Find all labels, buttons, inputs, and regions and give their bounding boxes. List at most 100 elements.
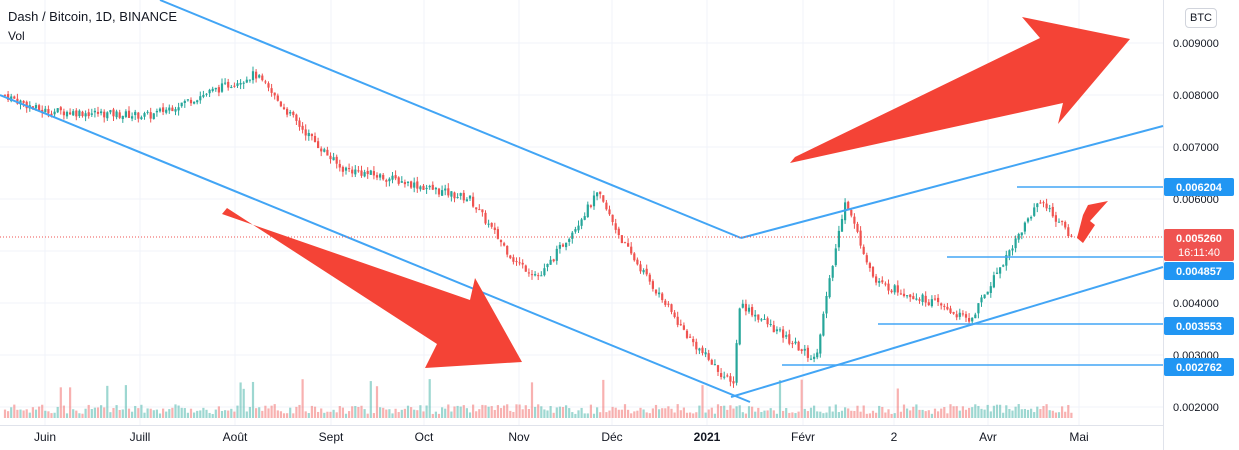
- candle-body: [84, 113, 87, 117]
- volume-bar: [152, 410, 155, 418]
- volume-bar: [999, 404, 1002, 418]
- candle-body: [673, 312, 676, 317]
- candle-body: [131, 116, 134, 119]
- volume-bar: [230, 408, 233, 418]
- candle-body: [174, 109, 177, 112]
- candle-body: [357, 170, 360, 172]
- candle-body: [642, 270, 645, 273]
- candle-body: [447, 188, 450, 196]
- volume-bar: [301, 379, 304, 418]
- candle-body: [1005, 254, 1008, 266]
- candle-body: [493, 227, 496, 230]
- volume-bar: [69, 387, 72, 418]
- candle-body: [239, 82, 242, 85]
- time-tick-label: Mai: [1069, 430, 1088, 444]
- volume-bar: [109, 412, 112, 418]
- candle-body: [183, 100, 186, 103]
- time-tick-label: Avr: [979, 430, 997, 444]
- volume-bar: [134, 405, 137, 418]
- candle-body: [490, 222, 493, 227]
- candle-body: [778, 329, 782, 331]
- candle-body: [425, 187, 428, 190]
- candle-body: [521, 262, 524, 265]
- volume-bar: [1070, 412, 1073, 418]
- candle-body: [527, 272, 530, 274]
- candle-body: [478, 209, 481, 211]
- volume-bar: [521, 409, 524, 418]
- candle-body: [196, 100, 199, 103]
- volume-bar: [627, 409, 630, 418]
- volume-bar: [813, 405, 816, 418]
- volume-bar: [955, 406, 958, 418]
- annotation-arrows: [222, 17, 1130, 368]
- volume-bar: [893, 413, 896, 418]
- volume-bar: [503, 405, 506, 418]
- candle-body: [720, 373, 723, 378]
- volume-bar: [320, 408, 323, 418]
- candle-body: [961, 313, 964, 315]
- volume-bar: [524, 405, 527, 418]
- candle-body: [320, 148, 323, 152]
- currency-button[interactable]: BTC: [1185, 8, 1217, 28]
- candle-body: [701, 347, 704, 354]
- volume-bar: [605, 412, 608, 418]
- volume-bar: [394, 408, 397, 418]
- level-label-box: [1164, 317, 1234, 335]
- volume-bar: [180, 407, 183, 418]
- volume-bar: [763, 410, 766, 418]
- volume-bar: [146, 408, 149, 418]
- candle-body: [785, 335, 788, 337]
- candle-body: [103, 111, 106, 118]
- volume-bar: [220, 410, 224, 418]
- volume-bar: [208, 412, 211, 418]
- candle-body: [747, 307, 751, 312]
- volume-bar: [289, 407, 292, 418]
- volume-label: Vol: [8, 29, 25, 43]
- candle-body: [735, 343, 738, 383]
- candle-body: [565, 242, 568, 248]
- candle-body: [552, 259, 555, 262]
- volume-bar: [1045, 404, 1048, 418]
- candle-body: [1017, 234, 1020, 240]
- volume-bar: [878, 405, 881, 418]
- volume-bar: [592, 413, 596, 418]
- volume-bar: [1002, 412, 1005, 418]
- candle-body: [453, 192, 456, 199]
- candle-body: [186, 99, 189, 101]
- candle-body: [893, 285, 896, 293]
- volume-bar: [747, 406, 751, 418]
- volume-bar: [388, 409, 391, 418]
- volume-bar: [28, 412, 31, 418]
- volume-bar: [961, 406, 964, 418]
- level-label-box: [1164, 178, 1234, 196]
- candle-body: [509, 255, 512, 259]
- volume-bar: [940, 408, 943, 418]
- volume-bar: [809, 407, 813, 418]
- volume-bar: [896, 388, 899, 418]
- volume-bar: [769, 408, 772, 418]
- candle-body: [806, 347, 809, 358]
- candle-body: [236, 83, 239, 86]
- volume-bar: [871, 410, 875, 418]
- candle-body: [782, 329, 785, 338]
- volume-bar: [561, 407, 565, 418]
- volume-bar: [450, 411, 453, 418]
- volume-bar: [310, 405, 313, 418]
- candle-body: [1033, 207, 1036, 216]
- volume-bar: [1057, 412, 1061, 418]
- volume-bar: [667, 406, 670, 418]
- volume-bar: [704, 412, 707, 418]
- candle-body: [202, 94, 205, 97]
- volume-bar: [744, 413, 747, 418]
- volume-bar: [87, 404, 90, 418]
- volume-bar: [527, 409, 530, 418]
- volume-bar: [577, 410, 580, 418]
- candle-body: [726, 375, 729, 377]
- candle-body: [943, 305, 946, 307]
- volume-bar: [397, 412, 400, 418]
- volume-bar: [329, 411, 332, 418]
- candle-body: [825, 295, 828, 314]
- volume-bar: [512, 411, 515, 418]
